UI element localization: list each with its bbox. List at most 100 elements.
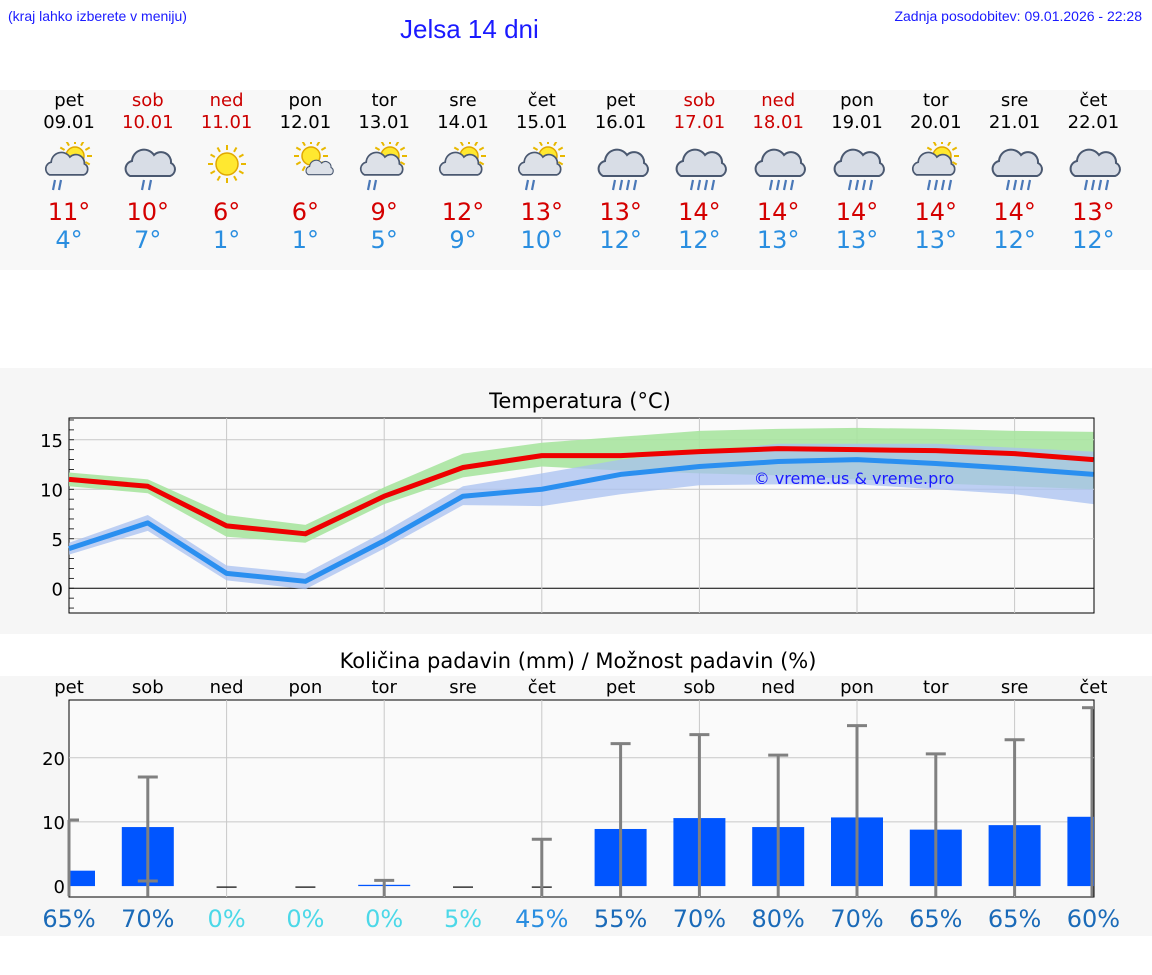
temp-tick-label: 10 [40,480,63,501]
temp-min: 10° [520,226,564,254]
precip-day-label: sre [449,677,476,698]
precip-day-label: pet [54,677,84,698]
temp-min: 13° [914,226,958,254]
precip-day-label: sre [1001,677,1028,698]
day-date: 13.01 [358,112,410,133]
temp-line-max [68,446,1094,537]
day-date: 09.01 [43,112,95,133]
temp-tick-label: 5 [52,530,63,551]
precip-day-label: čet [528,677,556,698]
cloud-heavy-rain-icon [675,148,728,191]
precip-day-label: sob [132,677,164,698]
precip-tick-label: 20 [42,749,65,770]
day-date: 11.01 [200,112,253,133]
day-name: ned [761,90,796,111]
precip-probability: 70% [121,905,174,933]
day-name: čet [527,90,556,111]
precip-tick-label: 0 [54,877,65,898]
temperature-chart: Temperatura (°C) 0 5 10 15 © vreme.us & vrem… [40,389,1095,614]
day-date: 10.01 [122,112,174,133]
temp-min: 13° [756,226,800,254]
temp-max: 11° [47,198,91,226]
temp-min: 7° [134,226,162,254]
precip-probability: 45% [515,905,568,933]
day-name: tor [923,90,949,111]
precip-probability: 60% [1067,905,1120,933]
day-name: sre [449,90,477,111]
sun-cloud-heavy-rain-icon [911,142,959,191]
cloud-heavy-rain-icon [991,148,1043,191]
cloud-heavy-rain-icon [597,148,649,191]
temp-max: 10° [126,198,170,226]
precip-probability: 55% [594,905,647,933]
day-name: tor [371,90,397,111]
temp-max: 13° [1072,198,1115,226]
precip-probability: 70% [830,905,883,933]
day-name: sob [131,90,164,111]
precip-day-label: pon [288,677,322,698]
sun-cloud-rain-icon [44,142,92,191]
day-name: pon [840,90,874,111]
day-name: sob [683,90,716,111]
temp-min: 12° [1072,226,1115,254]
temp-min: 12° [599,226,642,254]
forecast-band [0,90,1152,270]
temp-min: 12° [678,226,721,254]
precip-day-label: tor [371,677,397,698]
temperature-title: Temperatura (°C) [488,389,671,413]
precip-day-label: ned [761,677,795,698]
temp-min: 4° [55,226,83,254]
day-date: 22.01 [1067,112,1120,133]
last-update: Zadnja posodobitev: 09.01.2026 - 22:28 [894,8,1142,24]
precip-probability: 65% [909,905,962,933]
temp-max: 14° [678,198,721,226]
precip-day-label: sob [683,677,715,698]
day-date: 14.01 [437,112,489,133]
temp-max: 6° [212,198,241,226]
day-date: 17.01 [673,112,726,133]
day-date: 20.01 [910,112,962,133]
precip-day-label: čet [1079,677,1107,698]
temp-max: 14° [835,198,879,226]
cloud-heavy-rain-icon [833,148,885,191]
day-name: čet [1079,90,1108,111]
precip-day-label: pon [840,677,874,698]
precip-probability: 80% [752,905,805,933]
precip-probability: 70% [673,905,726,933]
temp-max: 13° [599,198,642,226]
day-date: 15.01 [516,112,568,133]
sun-small-cloud-icon [294,142,335,176]
day-date: 21.01 [988,112,1041,133]
precipitation-title: Količina padavin (mm) / Možnost padavin … [340,649,817,673]
precip-day-label: pet [606,677,636,698]
precip-bar [69,870,95,887]
temp-max: 13° [520,198,564,226]
temp-watermark: © vreme.us & vreme.pro [754,469,955,488]
precipitation-chart: Količina padavin (mm) / Možnost padavin … [42,649,1120,933]
precip-probability: 0% [365,905,403,933]
temp-max: 6° [291,198,320,226]
temp-band-min [69,443,1094,590]
precip-bar [1067,816,1094,887]
day-name: pet [54,90,84,111]
page-title: Jelsa 14 dni [400,14,539,44]
precip-day-label: ned [210,677,244,698]
precip-probability: 0% [208,905,246,933]
temp-line-min [68,457,1094,584]
cloud-heavy-rain-icon [754,148,807,191]
temp-min: 9° [449,226,477,254]
day-date: 19.01 [831,112,883,133]
precip-probability: 0% [286,905,324,933]
precip-probability: 65% [988,905,1041,933]
precip-probability: 5% [444,905,482,933]
temp-min: 1° [212,226,241,254]
sun-cloud-rain-icon [517,142,565,191]
temp-min: 5° [370,226,398,254]
temp-max: 14° [914,198,958,226]
location-hint[interactable]: (kraj lahko izberete v meniju) [8,8,187,24]
temp-min: 13° [835,226,879,254]
sun-cloud-rain-icon [360,142,408,191]
temp-tick-label: 15 [40,431,63,452]
day-date: 12.01 [279,112,332,133]
day-name: pet [605,90,636,111]
